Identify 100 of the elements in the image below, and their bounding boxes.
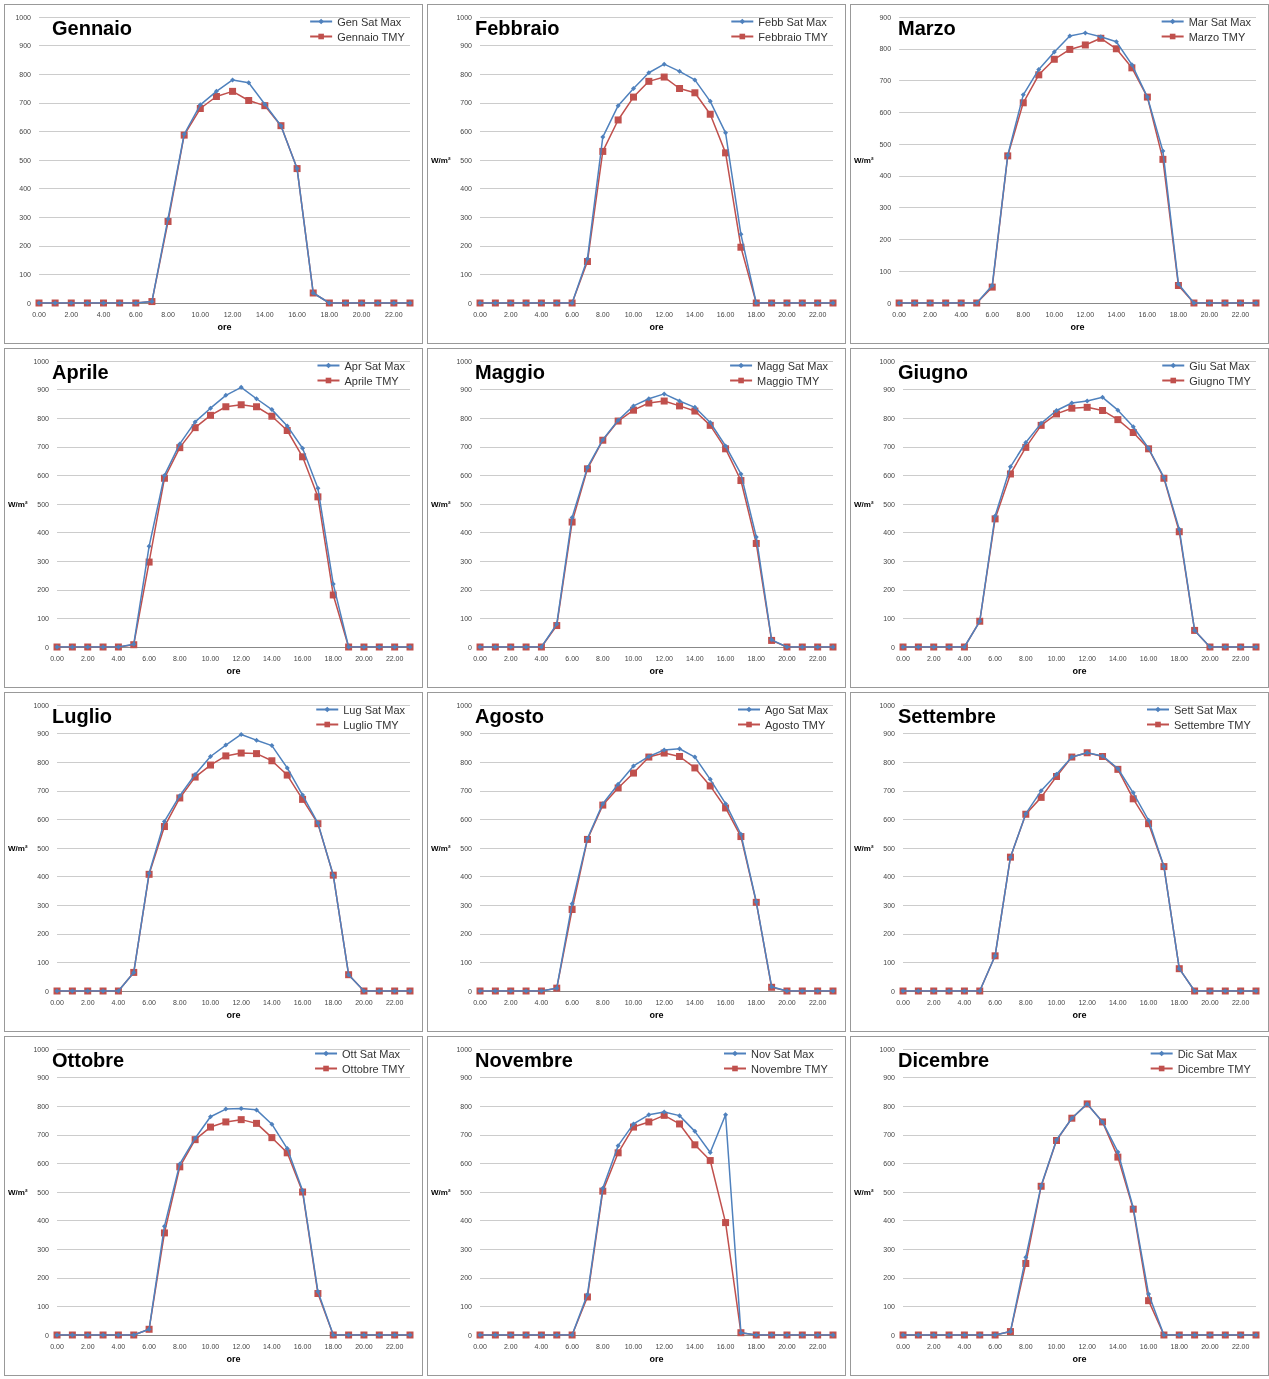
point (677, 68, 683, 74)
point (692, 1128, 698, 1134)
legend-label: Novembre TMY (750, 1062, 829, 1075)
point (706, 110, 714, 118)
point (192, 772, 198, 777)
point (676, 1120, 684, 1128)
legend-label: Magg Sat Max (757, 359, 829, 372)
point (692, 754, 698, 760)
point (1114, 416, 1122, 424)
point (723, 130, 729, 136)
legend-label: Apr Sat Max (344, 359, 406, 372)
point (661, 1109, 667, 1115)
legend-label: Gennaio TMY (337, 30, 406, 43)
point (1036, 66, 1042, 72)
y-axis-title: W/m² (7, 1187, 28, 1197)
point (600, 1185, 606, 1191)
point (315, 485, 321, 491)
chart-title: Novembre (475, 1049, 573, 1071)
point (1038, 788, 1044, 794)
point (238, 731, 244, 737)
point (692, 77, 698, 83)
point (646, 70, 652, 76)
point (677, 1113, 683, 1119)
point (223, 1106, 229, 1112)
point (691, 764, 699, 772)
point (661, 391, 667, 397)
point (1130, 790, 1136, 796)
point (1113, 39, 1119, 45)
point (212, 93, 220, 101)
point (1051, 49, 1057, 55)
legend-label: Nov Sat Max (750, 1047, 815, 1060)
point (268, 412, 276, 420)
point (284, 765, 290, 771)
point (269, 407, 275, 413)
point (1050, 55, 1058, 63)
legend-label: Sett Sat Max (1173, 703, 1238, 716)
x-axis-title: ore (649, 1354, 664, 1365)
y-axis-title: W/m² (853, 499, 874, 509)
legend-label: Aprile TMY (344, 374, 400, 387)
x-axis-title: ore (226, 1010, 241, 1021)
point (630, 86, 636, 91)
point (1146, 1291, 1152, 1297)
point (1053, 407, 1059, 413)
point (161, 472, 167, 478)
point (738, 831, 744, 837)
point (245, 97, 253, 105)
point (691, 1141, 699, 1149)
legend-label: Febbraio TMY (758, 30, 829, 43)
point (253, 750, 261, 758)
point (192, 419, 198, 425)
x-axis-title: ore (649, 322, 664, 333)
point (300, 445, 306, 451)
point (646, 1112, 652, 1118)
point (584, 1291, 590, 1297)
point (1066, 45, 1074, 53)
point (246, 80, 252, 86)
legend-label: Dicembre TMY (1177, 1062, 1252, 1075)
point (614, 116, 622, 124)
x-axis-title: ore (1072, 1354, 1087, 1365)
y-axis-title: W/m² (853, 155, 874, 165)
chart-title: Marzo (898, 17, 956, 39)
point (615, 103, 621, 109)
point (1020, 92, 1026, 98)
point (660, 73, 668, 81)
point (645, 399, 653, 407)
point (269, 743, 275, 749)
point (629, 769, 637, 777)
legend-label: Ago Sat Max (765, 703, 829, 716)
chart-title: Dicembre (898, 1049, 990, 1071)
point (676, 402, 684, 410)
point (1176, 526, 1182, 532)
y-axis-title: W/m² (430, 1187, 451, 1197)
point (254, 396, 260, 402)
point (1129, 62, 1135, 68)
point (723, 443, 729, 449)
point (207, 1114, 213, 1120)
point (600, 134, 606, 140)
point (1007, 464, 1013, 470)
point (569, 901, 575, 907)
chart-title: Agosto (475, 705, 544, 727)
legend-label: Agosto TMY (765, 718, 827, 731)
point (723, 1112, 729, 1118)
point (615, 781, 621, 787)
point (223, 392, 229, 398)
point (584, 256, 590, 262)
point (206, 761, 214, 769)
point (177, 1161, 183, 1167)
point (237, 749, 245, 757)
point (630, 1121, 636, 1127)
x-axis-title: ore (649, 1010, 664, 1021)
point (645, 1118, 653, 1126)
point (1115, 1149, 1121, 1155)
x-axis-title: ore (1070, 322, 1085, 333)
point (661, 747, 667, 753)
point (1037, 793, 1045, 801)
point (161, 1223, 167, 1229)
point (330, 581, 336, 587)
point (253, 1119, 261, 1127)
point (177, 441, 183, 447)
legend-label: Dic Sat Max (1177, 1047, 1238, 1060)
